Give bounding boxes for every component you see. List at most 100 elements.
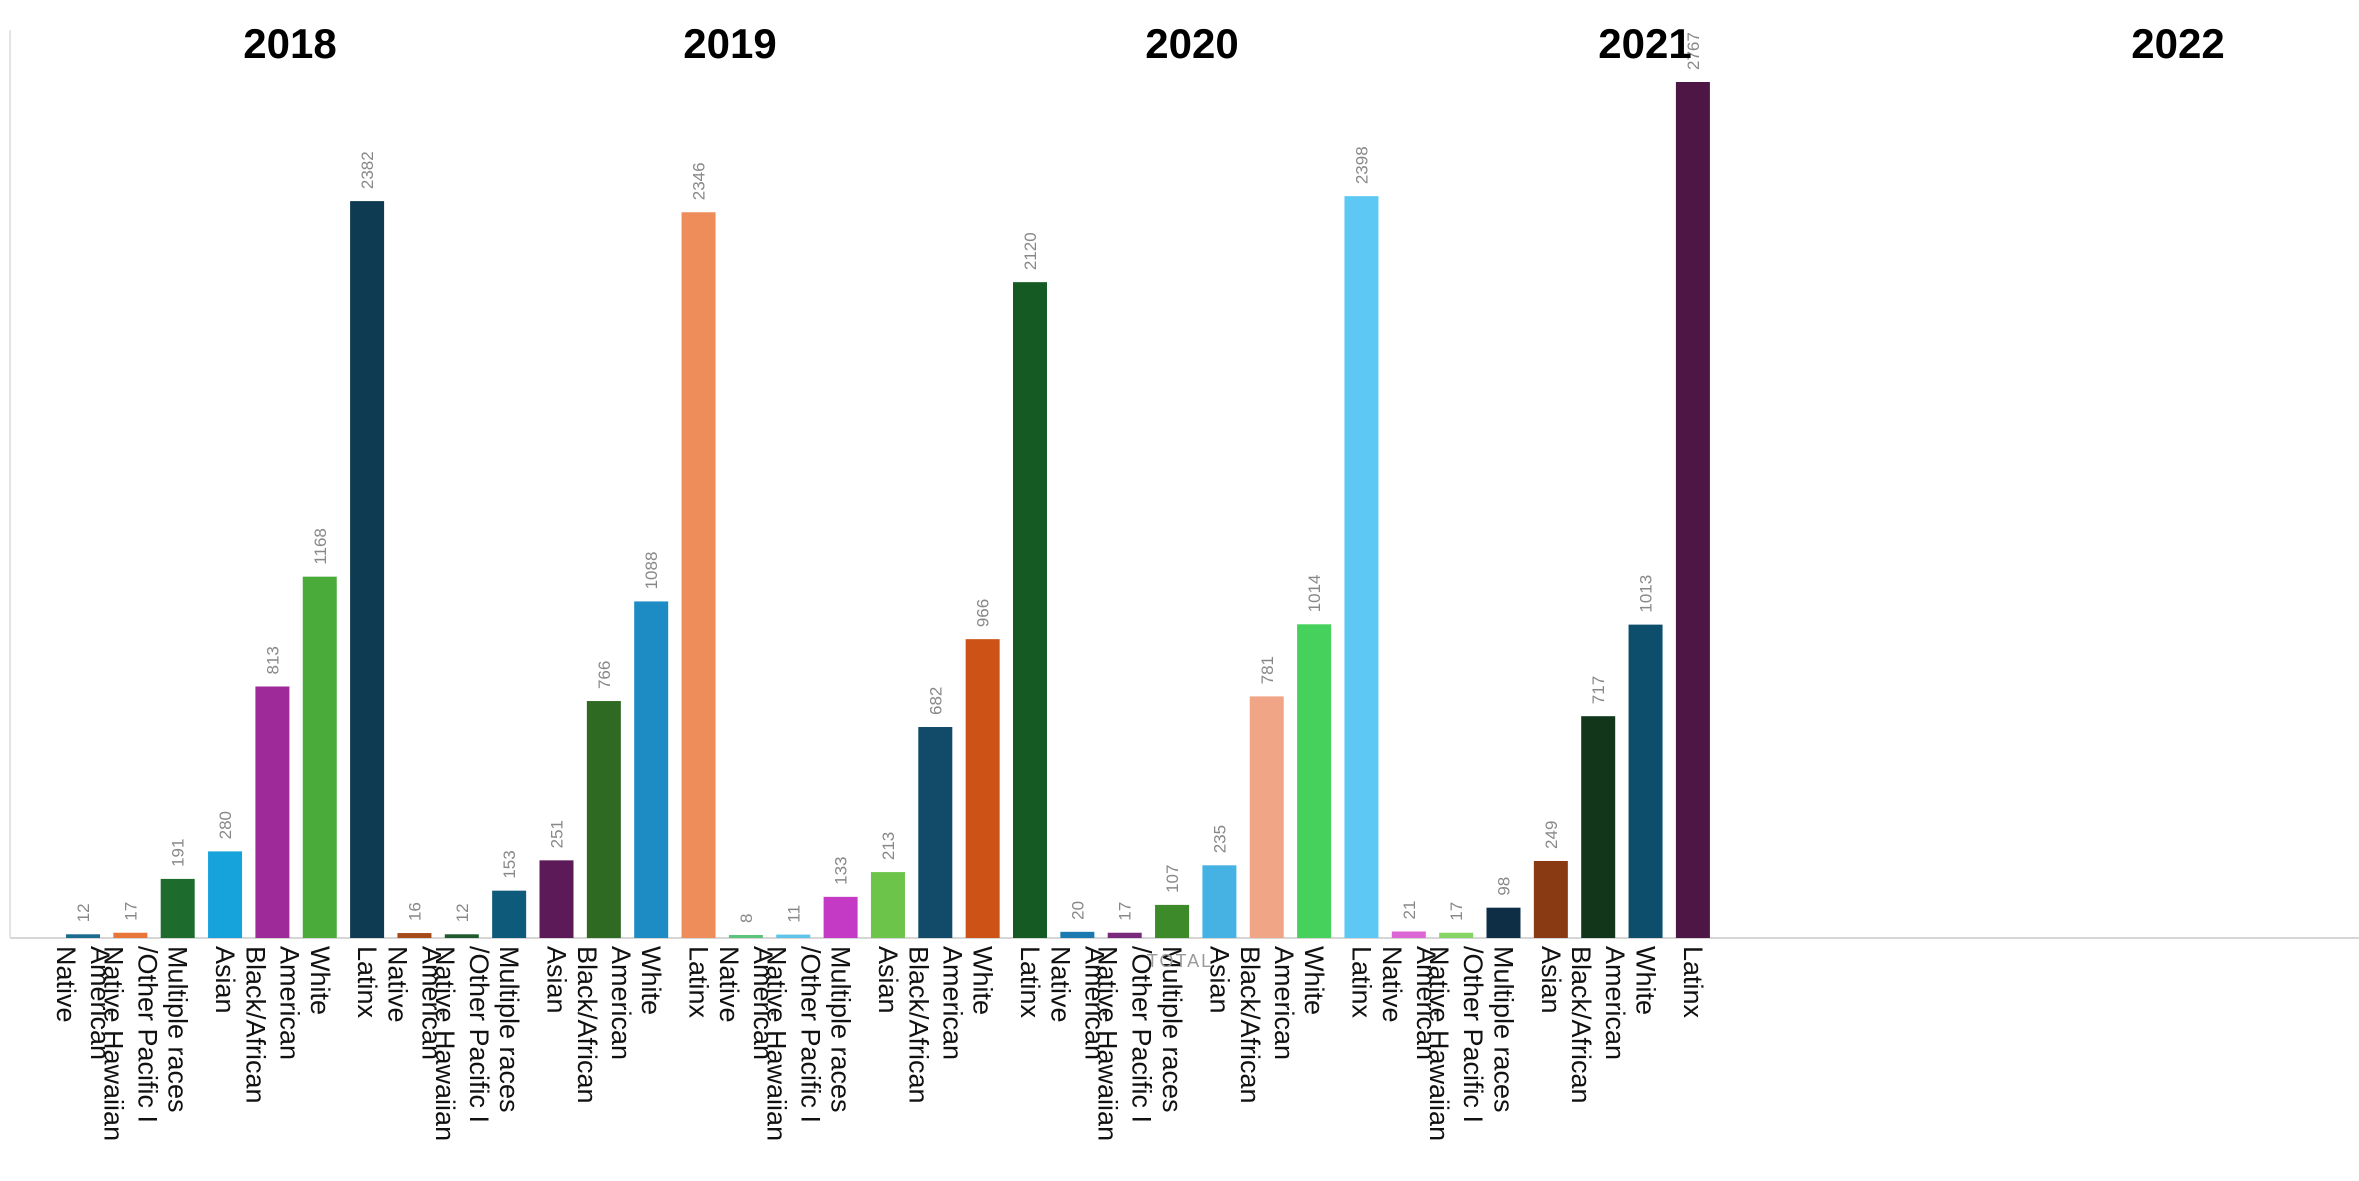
category-label-2018-3-0: Asian [210,946,240,1014]
bar-2020-2 [823,896,858,938]
center-total-label: TOTAL [1147,951,1213,971]
category-label-2020-1-1: /Other Pacific I [795,946,825,1123]
category-label-2021-4-1: American [1269,946,1299,1060]
value-label-2019-0: 16 [405,902,424,921]
value-label-2020-2: 133 [832,856,851,884]
bar-2019-1 [444,934,479,938]
bars-layer [66,82,1710,939]
bar-2019-6 [681,212,716,938]
category-label-2018-6-0: Latinx [352,946,382,1019]
value-label-2019-2: 153 [500,850,519,878]
category-label-2020-2-0: Multiple races [826,946,856,1113]
value-label-2020-4: 682 [926,687,945,715]
category-label-2019-4-0: Black/African [572,946,602,1104]
category-label-2021-4-0: Black/African [1235,946,1265,1104]
bar-2021-5 [1297,624,1332,938]
category-label-2020-4-0: Black/African [903,946,933,1104]
bar-2019-2 [492,890,527,938]
category-label-2018-4-0: Black/African [240,946,270,1104]
bar-2022-2 [1486,907,1521,938]
category-label-2019-1-1: /Other Pacific I [464,946,494,1123]
category-label-2020-0-0: Native [714,946,744,1023]
bar-2019-0 [397,933,432,938]
category-label-2022-6-0: Latinx [1678,946,1708,1019]
value-label-2021-6: 2398 [1352,146,1371,184]
category-label-2020-4-1: American [937,946,967,1060]
category-label-2022-4-0: Black/African [1566,946,1596,1104]
value-label-2020-1: 11 [784,905,803,923]
bar-2019-4 [586,701,621,938]
bar-2022-1 [1439,932,1474,938]
category-label-2020-0-1: American [748,946,778,1060]
bar-2021-3 [1202,865,1237,938]
category-label-2018-0-0: Native [51,946,81,1023]
value-label-2022-6: 2767 [1684,32,1703,70]
category-label-2019-0-1: American [416,946,446,1060]
value-label-2018-4: 813 [263,646,282,674]
bar-2022-0 [1391,931,1426,938]
category-label-2021-6-0: Latinx [1346,946,1376,1019]
bar-2019-5 [634,601,669,938]
category-label-2020-5-0: White [968,946,998,1015]
category-label-2022-3-0: Asian [1536,946,1566,1014]
value-label-2020-3: 213 [879,832,898,860]
category-label-2018-4-1: American [274,946,304,1060]
bar-2021-0 [1060,931,1095,938]
bar-2020-6 [1013,282,1047,938]
category-label-2018-2-0: Multiple races [163,946,193,1113]
category-label-2021-2-0: Multiple races [1157,946,1187,1113]
bar-2021-4 [1249,696,1284,938]
year-label-2018: 2018 [243,20,336,67]
category-label-2022-4-1: American [1600,946,1630,1060]
category-label-2022-1-1: /Other Pacific I [1458,946,1488,1123]
value-label-2019-3: 251 [548,820,567,848]
category-label-2019-5-0: White [636,946,666,1015]
category-label-2021-1-0: Native Hawaiian [1093,946,1123,1141]
year-labels-layer: 2018 2019 2020 2021 2022 [243,20,2224,67]
bar-2020-0 [728,935,763,938]
value-label-2019-4: 766 [595,661,614,689]
value-label-2018-1: 17 [121,902,140,921]
year-label-2019: 2019 [683,20,776,67]
value-label-2021-3: 235 [1210,825,1229,853]
category-label-2018-5-0: White [305,946,335,1015]
category-label-2019-3-0: Asian [542,946,572,1014]
value-label-2022-2: 98 [1495,877,1514,896]
category-label-2019-4-1: American [606,946,636,1060]
year-label-2020: 2020 [1145,20,1238,67]
bar-2022-6 [1675,82,1710,938]
category-label-2022-2-0: Multiple races [1489,946,1519,1113]
category-label-2020-6-0: Latinx [1015,946,1045,1019]
value-label-2022-0: 21 [1400,901,1419,920]
bar-2021-6 [1344,196,1379,939]
bar-2022-3 [1533,860,1568,938]
category-label-2021-1-1: /Other Pacific I [1127,946,1157,1123]
category-label-2020-3-0: Asian [873,946,903,1014]
category-label-2019-6-0: Latinx [684,946,714,1019]
value-label-2021-1: 17 [1116,902,1135,921]
category-label-2021-0-0: Native [1045,946,1075,1023]
value-label-2022-3: 249 [1542,821,1561,849]
value-label-2020-5: 966 [974,599,993,627]
bar-2018-6 [350,201,385,938]
bar-2022-5 [1628,624,1663,938]
bar-2020-4 [918,727,953,938]
category-label-2021-0-1: American [1079,946,1109,1060]
value-label-2022-1: 17 [1447,902,1466,921]
value-label-2020-0: 8 [737,914,756,923]
category-label-2018-1-1: /Other Pacific I [132,946,162,1123]
value-label-2018-3: 280 [216,811,235,839]
value-label-2019-6: 2346 [690,162,709,200]
value-label-2018-6: 2382 [358,151,377,189]
bar-2020-3 [870,872,905,938]
category-label-2021-5-0: White [1299,946,1329,1015]
bar-2018-4 [255,686,290,938]
bar-2020-1 [776,934,811,938]
category-label-2018-1-0: Native Hawaiian [98,946,128,1141]
value-label-2018-2: 191 [169,839,188,867]
value-label-2021-2: 107 [1163,865,1182,893]
value-labels-layer: 12 17 191 280 813 1168 2382 16 12 153 251 766 1088 23… [74,32,1703,923]
value-label-2021-4: 781 [1258,656,1277,684]
bar-2021-2 [1155,904,1190,938]
